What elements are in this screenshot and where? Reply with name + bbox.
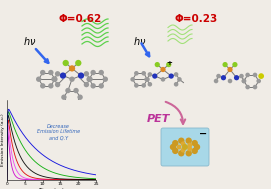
Circle shape	[48, 83, 54, 89]
Circle shape	[148, 82, 152, 87]
Circle shape	[52, 77, 58, 82]
Text: Decrease
Emission Lifetime
and Q.Y: Decrease Emission Lifetime and Q.Y	[37, 124, 80, 140]
Circle shape	[181, 141, 186, 146]
Circle shape	[145, 77, 150, 82]
Circle shape	[141, 71, 146, 76]
Circle shape	[253, 85, 257, 89]
Circle shape	[187, 146, 192, 151]
Circle shape	[73, 101, 79, 107]
Circle shape	[51, 77, 57, 82]
Circle shape	[169, 74, 174, 79]
Circle shape	[176, 145, 182, 149]
Circle shape	[192, 140, 198, 146]
Circle shape	[232, 62, 238, 67]
Circle shape	[172, 148, 179, 154]
Circle shape	[69, 77, 75, 82]
Circle shape	[87, 77, 93, 82]
Circle shape	[99, 70, 104, 75]
Circle shape	[69, 65, 75, 72]
Circle shape	[161, 77, 165, 82]
Circle shape	[55, 82, 60, 87]
Circle shape	[84, 71, 89, 77]
Circle shape	[144, 77, 149, 82]
Circle shape	[242, 79, 246, 83]
Circle shape	[141, 83, 146, 88]
Circle shape	[186, 150, 192, 156]
Circle shape	[78, 94, 83, 100]
Circle shape	[187, 143, 192, 148]
Circle shape	[194, 144, 200, 150]
Circle shape	[214, 79, 218, 83]
Circle shape	[152, 74, 157, 79]
Circle shape	[216, 74, 221, 78]
Circle shape	[155, 62, 160, 67]
Circle shape	[172, 140, 179, 146]
Circle shape	[63, 60, 69, 66]
Circle shape	[253, 73, 257, 77]
Circle shape	[103, 77, 108, 82]
Circle shape	[182, 144, 188, 150]
Text: $h\nu$: $h\nu$	[23, 35, 37, 47]
Circle shape	[40, 70, 46, 75]
Circle shape	[36, 77, 41, 82]
Text: −: −	[199, 129, 207, 139]
Circle shape	[256, 79, 261, 83]
Circle shape	[222, 62, 228, 67]
Circle shape	[192, 148, 198, 154]
Text: Φ=0.23: Φ=0.23	[174, 14, 218, 24]
FancyArrowPatch shape	[166, 102, 185, 124]
Circle shape	[99, 83, 104, 89]
Text: $h\nu$: $h\nu$	[133, 35, 147, 47]
Circle shape	[65, 88, 71, 93]
Circle shape	[73, 88, 79, 93]
Circle shape	[134, 71, 139, 76]
Circle shape	[134, 83, 139, 88]
X-axis label: Time (ns): Time (ns)	[39, 188, 64, 189]
Text: PET: PET	[146, 114, 170, 124]
Circle shape	[60, 72, 66, 79]
Circle shape	[234, 75, 239, 80]
Circle shape	[245, 85, 250, 89]
Circle shape	[48, 70, 54, 75]
Text: +: +	[166, 60, 172, 66]
Circle shape	[178, 150, 185, 156]
Circle shape	[186, 138, 192, 144]
Circle shape	[258, 73, 264, 79]
FancyBboxPatch shape	[161, 128, 209, 166]
Circle shape	[78, 72, 84, 79]
Circle shape	[239, 74, 244, 78]
Circle shape	[84, 82, 89, 87]
Circle shape	[177, 77, 182, 82]
Circle shape	[227, 67, 233, 72]
Circle shape	[178, 138, 185, 144]
Circle shape	[65, 101, 71, 107]
Circle shape	[245, 73, 250, 77]
Circle shape	[61, 94, 67, 100]
Circle shape	[242, 79, 246, 83]
Circle shape	[55, 71, 60, 77]
Circle shape	[75, 60, 82, 66]
Circle shape	[221, 75, 226, 80]
Circle shape	[181, 148, 186, 153]
Circle shape	[174, 82, 178, 87]
Circle shape	[91, 70, 96, 75]
Circle shape	[228, 79, 232, 83]
Circle shape	[130, 77, 135, 82]
Y-axis label: Emission Intensity (a.u.): Emission Intensity (a.u.)	[1, 114, 5, 166]
Circle shape	[148, 72, 152, 77]
Circle shape	[86, 77, 92, 82]
Circle shape	[166, 62, 171, 67]
Circle shape	[91, 83, 96, 89]
Circle shape	[170, 144, 176, 150]
Circle shape	[40, 83, 46, 89]
Text: Φ=0.62: Φ=0.62	[58, 14, 102, 24]
Circle shape	[160, 67, 166, 72]
Circle shape	[174, 72, 178, 77]
